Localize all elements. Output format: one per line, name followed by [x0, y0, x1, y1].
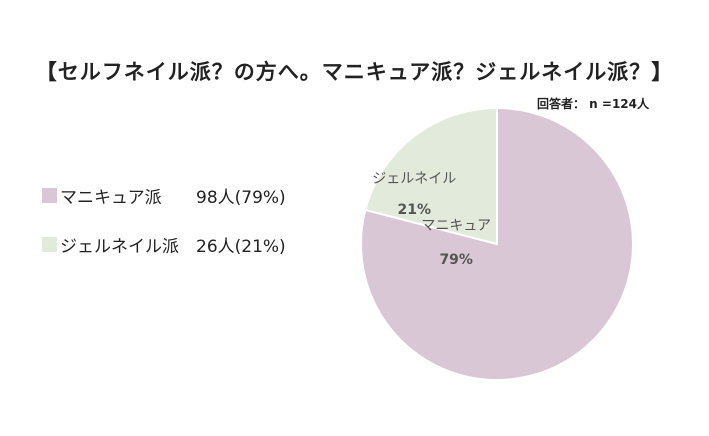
legend-swatch-gel	[42, 236, 57, 252]
legend-count-manicure: 98人(79%)	[196, 187, 286, 208]
legend-item-gel: ジェルネイル派 26人(21%)	[42, 231, 286, 257]
slice-percent-manicure: 79%	[439, 252, 473, 268]
pie-slice-gel	[364, 106, 498, 246]
slice-percent-gel: 21%	[397, 202, 431, 218]
chart-title: 【セルフネイル派？の方へ。マニキュア派？ジェルネイル派？】	[35, 60, 674, 84]
legend: マニキュア派 98人(79%) ジェルネイル派 26人(21%)	[42, 182, 286, 280]
pie-slices	[360, 106, 634, 381]
legend-label-manicure: マニキュア派	[60, 187, 162, 208]
respondent-count: 回答者： n =124人	[537, 97, 650, 111]
slice-label-manicure: マニキュア	[421, 218, 491, 234]
legend-swatch-manicure	[42, 187, 57, 203]
slice-label-gel: ジェルネイル	[372, 171, 456, 187]
legend-label-gel: ジェルネイル派	[60, 236, 179, 257]
pie-labels: マニキュア 79% ジェルネイル 21%	[372, 171, 491, 268]
legend-item-manicure: マニキュア派 98人(79%)	[42, 182, 286, 208]
legend-count-gel: 26人(21%)	[196, 236, 286, 257]
